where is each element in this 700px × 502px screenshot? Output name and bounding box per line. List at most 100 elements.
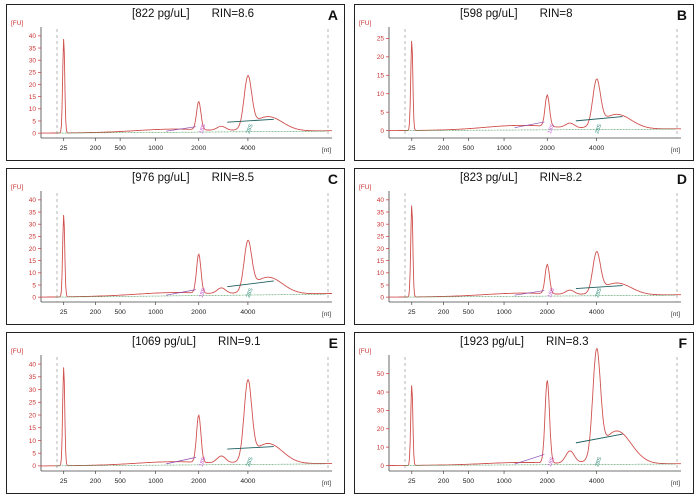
y-unit-label: [FU] [11, 184, 23, 191]
x-tick-label: 4000 [240, 478, 255, 485]
x-tick-label: 25 [408, 309, 416, 316]
panel-letter: A [327, 7, 338, 23]
panel-title: [976 pg/uL] RIN=8.5 [132, 172, 254, 184]
y-tick-label: 40 [377, 389, 385, 396]
28s-integration-line [575, 285, 623, 290]
y-tick-label: 25 [377, 234, 385, 241]
x-tick-label: 200 [438, 309, 450, 316]
18s-annotation: 18S [547, 123, 556, 135]
x-tick-label: 25 [60, 309, 68, 316]
x-tick-label: 1000 [496, 478, 511, 485]
x-tick-label: 4000 [589, 309, 604, 316]
y-tick-label: 35 [29, 45, 37, 52]
panel-c: [976 pg/uL] RIN=8.5 C [FU] [nt] 0 5 10 15 20 25 30 3… [6, 168, 345, 325]
concentration-label: [822 pg/uL] [132, 8, 190, 20]
y-tick-label: 15 [29, 94, 37, 101]
18s-integration-line [514, 290, 545, 296]
concentration-label: [598 pg/uL] [460, 8, 518, 20]
x-tick-label: 4000 [589, 478, 604, 485]
y-tick-label: 5 [32, 450, 36, 457]
y-tick-label: 25 [377, 36, 385, 43]
x-tick-label: 2000 [191, 145, 206, 152]
panel-letter: B [676, 7, 687, 23]
28s-integration-line [575, 433, 623, 444]
y-tick-label: 15 [377, 73, 385, 80]
28s-integration-line [227, 118, 274, 123]
18s-annotation: 18S [198, 123, 207, 135]
rin-label: RIN=8.5 [211, 172, 255, 184]
panel-title: [1069 pg/uL] RIN=9.1 [132, 336, 260, 348]
18s-annotation: 18S [547, 287, 556, 299]
y-tick-label: 40 [29, 33, 37, 40]
x-unit-label: [nt] [322, 480, 331, 487]
y-tick-label: 0 [32, 463, 36, 470]
y-tick-label: 5 [32, 118, 36, 125]
electropherogram-plot: [FU] [nt] 0 5 10 15 20 25 30 35 40 25 200 500 1000 2000… [11, 348, 332, 487]
x-tick-label: 200 [90, 145, 102, 152]
x-tick-label: 1000 [496, 145, 511, 152]
y-tick-label: 5 [380, 109, 384, 116]
y-tick-label: 0 [32, 294, 36, 301]
x-tick-label: 500 [463, 145, 475, 152]
concentration-label: [823 pg/uL] [460, 172, 518, 184]
x-unit-label: [nt] [322, 311, 331, 318]
panel-letter: C [327, 171, 338, 187]
28s-annotation: 28S [594, 287, 603, 299]
y-tick-label: 5 [380, 282, 384, 289]
panel-letter: E [328, 335, 338, 351]
x-tick-label: 200 [90, 309, 102, 316]
28s-annotation: 28S [246, 123, 255, 135]
x-tick-label: 2000 [540, 145, 555, 152]
x-tick-label: 200 [438, 478, 450, 485]
panel-d: [823 pg/uL] RIN=8.2 D [FU] [nt] 0 5 10 15 20 25 30 3… [354, 168, 694, 325]
panel-letter: D [676, 171, 687, 187]
x-tick-label: 25 [60, 478, 68, 485]
y-tick-label: 15 [29, 425, 37, 432]
x-tick-label: 500 [114, 145, 126, 152]
rin-label: RIN=8.2 [539, 172, 583, 184]
y-tick-label: 35 [29, 374, 37, 381]
x-tick-label: 1000 [496, 309, 511, 316]
y-tick-label: 20 [377, 426, 385, 433]
18s-integration-line [166, 289, 196, 296]
x-tick-label: 500 [114, 478, 126, 485]
y-tick-label: 40 [29, 361, 37, 368]
x-unit-label: [nt] [671, 147, 680, 154]
panel-letter: F [678, 335, 687, 351]
x-tick-label: 2000 [191, 309, 206, 316]
28s-annotation: 28S [246, 287, 255, 299]
rin-label: RIN=8 [539, 8, 573, 20]
baseline-line [403, 128, 676, 131]
trace-line [41, 214, 332, 298]
rin-label: RIN=9.1 [217, 336, 261, 348]
18s-annotation: 18S [198, 287, 207, 299]
y-unit-label: [FU] [359, 20, 371, 27]
panel-title: [822 pg/uL] RIN=8.6 [132, 8, 254, 20]
18s-integration-line [514, 121, 545, 129]
y-tick-label: 15 [377, 258, 385, 265]
x-tick-label: 2000 [540, 309, 555, 316]
panel-title: [1923 pg/uL] RIN=8.3 [460, 336, 588, 348]
18s-integration-line [514, 454, 545, 465]
baseline-line [55, 463, 327, 467]
y-tick-label: 30 [29, 57, 37, 64]
28s-annotation: 28S [594, 123, 603, 135]
18s-annotation: 18S [547, 456, 556, 468]
y-tick-label: 25 [29, 400, 37, 407]
18s-annotation: 18S [198, 456, 207, 468]
x-tick-label: 4000 [240, 309, 255, 316]
x-tick-label: 1000 [148, 478, 163, 485]
y-tick-label: 40 [377, 197, 385, 204]
baseline-line [403, 463, 676, 466]
baseline-line [403, 294, 676, 298]
x-tick-label: 4000 [240, 145, 255, 152]
y-unit-label: [FU] [359, 184, 371, 191]
18s-integration-line [166, 126, 196, 132]
y-tick-label: 40 [29, 197, 37, 204]
panel-b: [598 pg/uL] RIN=8 B [FU] [nt] 0 5 10 15 20 25 25 200… [354, 4, 694, 161]
y-tick-label: 30 [29, 387, 37, 394]
y-tick-label: 5 [32, 282, 36, 289]
28s-annotation: 28S [594, 456, 603, 468]
trace-line [389, 40, 681, 132]
x-tick-label: 25 [408, 145, 416, 152]
